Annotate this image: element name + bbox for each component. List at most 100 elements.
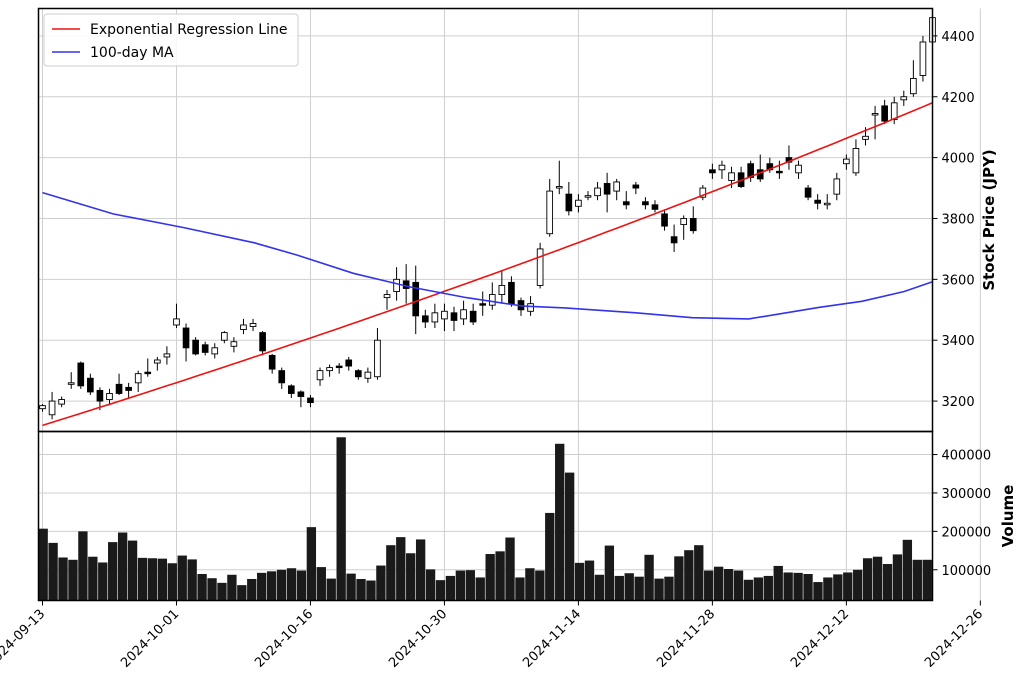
date-tick-label: 2024-11-14 — [520, 607, 584, 671]
candle-up — [326, 367, 333, 372]
volume-bar — [48, 542, 58, 601]
volume-bar — [326, 578, 336, 601]
volume-bar — [574, 562, 585, 601]
volume-bar — [604, 545, 615, 601]
volume-bar — [187, 559, 197, 601]
volume-bar — [376, 565, 386, 601]
candle-up — [680, 218, 688, 226]
candle-up — [555, 186, 563, 189]
volume-bar — [455, 570, 466, 601]
volume-bar — [68, 559, 78, 601]
volume-bar — [793, 572, 803, 601]
volume-bar — [594, 574, 605, 601]
volume-bar — [823, 577, 833, 601]
candle-down — [345, 359, 353, 367]
volume-bar — [843, 572, 853, 601]
volume-bar — [525, 568, 535, 601]
volume-bar — [882, 564, 893, 601]
candle-up — [58, 399, 65, 405]
volume-bar — [763, 575, 773, 601]
candle-down — [479, 303, 487, 306]
volume-bar — [396, 537, 406, 601]
volume-bar — [564, 472, 575, 601]
date-tick-label: 2024-10-16 — [252, 607, 316, 671]
volume-bar — [117, 532, 128, 601]
volume-bar — [515, 577, 525, 601]
date-tick-label: 2024-12-12 — [788, 607, 852, 671]
candle-down — [77, 362, 85, 387]
volume-bar — [157, 558, 168, 601]
candle-up — [852, 148, 860, 174]
volume-bar — [306, 527, 317, 601]
volume-bar — [366, 580, 376, 601]
volume-bar — [425, 569, 436, 601]
legend-label-ma: 100-day MA — [90, 45, 174, 61]
candle-up — [536, 248, 544, 286]
volume-bar — [694, 545, 704, 601]
volume-bar — [912, 559, 922, 601]
volume-bar — [475, 577, 485, 601]
volume-bar — [266, 571, 277, 601]
candle-up — [163, 353, 171, 358]
volume-bar — [247, 578, 257, 601]
candle-up — [546, 190, 554, 235]
candle-up — [488, 294, 496, 306]
price-axis-label: Stock Price (JPY) — [980, 149, 998, 290]
price-tick-label: 3200 — [942, 395, 975, 410]
candle-up — [106, 393, 113, 400]
volume-bar — [644, 554, 654, 601]
candle-down — [192, 339, 199, 355]
candle-down — [87, 377, 94, 393]
price-tick-label: 3600 — [942, 273, 975, 288]
candle-up — [393, 278, 400, 292]
volume-bar — [147, 558, 158, 601]
candle-up — [575, 199, 582, 207]
volume-bar — [624, 573, 634, 601]
volume-tick-label: 200000 — [942, 525, 992, 540]
volume-bar — [177, 555, 187, 601]
price-tick-label: 4400 — [942, 30, 975, 45]
volume-bar — [853, 569, 863, 601]
volume-axis-label: Volume — [999, 485, 1017, 548]
candle-down — [603, 183, 611, 195]
candle-down — [670, 236, 678, 244]
candle-down — [776, 170, 783, 174]
volume-bar — [783, 572, 793, 601]
candle-up — [594, 187, 601, 197]
volume-bar — [505, 537, 515, 601]
regression-line — [42, 102, 933, 427]
candle-down — [297, 391, 305, 397]
candlesticks — [39, 8, 936, 420]
volume-bar — [634, 576, 644, 601]
candle-down — [182, 327, 190, 349]
volume-tick-label: 400000 — [942, 449, 992, 464]
volume-bar — [723, 569, 734, 601]
volume-bar — [137, 557, 148, 601]
candle-down — [287, 385, 295, 394]
volume-bar — [98, 562, 108, 601]
candle-up — [862, 135, 869, 140]
candle-down — [804, 187, 812, 198]
candle-up — [728, 172, 735, 181]
candle-down — [144, 371, 152, 375]
candle-up — [584, 195, 592, 198]
volume-bar — [227, 574, 237, 601]
volume-bar — [743, 579, 754, 601]
candle-up — [249, 323, 257, 327]
candle-down — [642, 201, 649, 206]
date-tick-label: 2024-10-01 — [118, 607, 182, 671]
volume-bar — [674, 556, 684, 601]
candle-down — [469, 310, 477, 323]
volume-bar — [415, 539, 426, 601]
candle-down — [402, 280, 410, 289]
candle-down — [201, 344, 209, 353]
volume-panel-frame — [37, 430, 934, 602]
volume-bar — [207, 578, 217, 601]
candle-up — [134, 373, 142, 384]
candle-up — [795, 164, 802, 174]
volume-bar — [406, 553, 416, 601]
volume-bar — [922, 559, 932, 601]
candle-up — [240, 324, 247, 331]
volume-bar — [862, 558, 873, 601]
